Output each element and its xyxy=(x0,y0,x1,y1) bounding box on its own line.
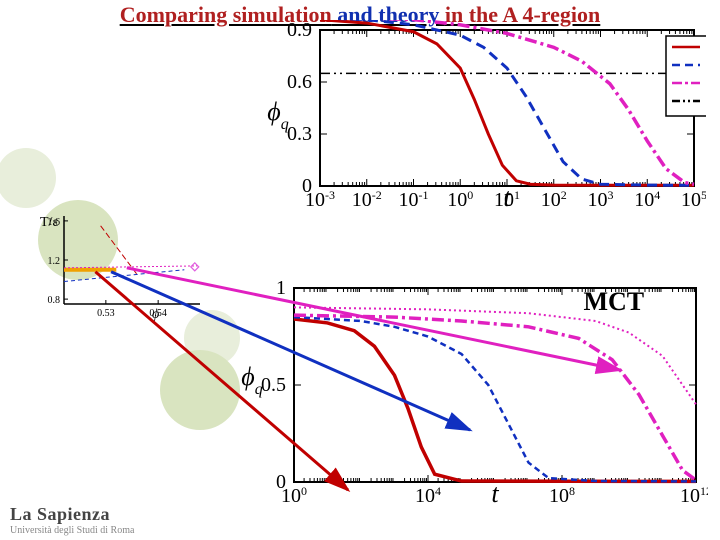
svg-text:108: 108 xyxy=(549,484,575,507)
svg-text:102: 102 xyxy=(541,188,567,211)
svg-text:1: 1 xyxy=(276,278,286,299)
svg-text:0: 0 xyxy=(302,175,312,197)
logo-sub: Università degli Studi di Roma xyxy=(10,525,134,536)
svg-text:10-1: 10-1 xyxy=(399,188,429,211)
logo-name: La Sapienza xyxy=(10,504,110,524)
svg-text:104: 104 xyxy=(634,188,660,211)
series-mct-blue xyxy=(294,317,696,481)
correlator-simulation-chart: 10-310-210-110010110210310410500.30.60.9… xyxy=(262,20,706,220)
svg-text:1012: 1012 xyxy=(680,484,708,507)
correlator-mct-chart: 100104108101200.51tϕqMCT xyxy=(236,278,708,516)
series-0.61 xyxy=(320,20,694,184)
phase-diagram-inset: 0.530.540.81.21.6ϕT/ε xyxy=(30,210,206,328)
svg-text:0: 0 xyxy=(276,471,286,493)
svg-text:0.53: 0.53 xyxy=(97,308,115,319)
series-mct-mag xyxy=(294,315,696,480)
series-mct-mag2 xyxy=(294,307,696,404)
svg-text:100: 100 xyxy=(447,188,473,211)
svg-text:105: 105 xyxy=(681,188,706,211)
svg-text:0.5: 0.5 xyxy=(261,374,286,396)
svg-text:1.2: 1.2 xyxy=(48,256,61,267)
deco-circle xyxy=(160,350,240,430)
svg-text:ϕ: ϕ xyxy=(152,307,159,322)
svg-text:0.3: 0.3 xyxy=(287,123,312,145)
svg-text:10-2: 10-2 xyxy=(352,188,382,211)
svg-text:t: t xyxy=(491,479,499,508)
svg-text:t: t xyxy=(503,183,511,212)
svg-text:0.9: 0.9 xyxy=(287,20,312,41)
svg-text:0.8: 0.8 xyxy=(48,295,61,306)
svg-text:104: 104 xyxy=(415,484,441,507)
svg-text:103: 103 xyxy=(588,188,614,211)
svg-text:0.6: 0.6 xyxy=(287,71,312,93)
series-0.60 xyxy=(320,20,694,185)
series-0.58 xyxy=(320,20,694,185)
deco-circle xyxy=(0,148,56,208)
svg-text:T/ε: T/ε xyxy=(40,215,58,230)
university-logo: La Sapienza Università degli Studi di Ro… xyxy=(10,504,134,536)
svg-text:MCT: MCT xyxy=(583,287,644,316)
svg-text:ϕq: ϕq xyxy=(267,97,288,133)
svg-text:ϕq: ϕq xyxy=(241,362,262,398)
